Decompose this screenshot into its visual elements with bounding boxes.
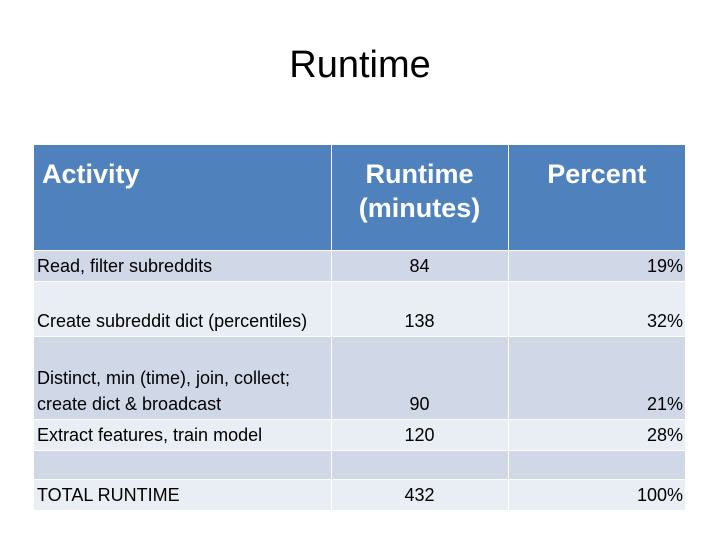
header-percent: Percent bbox=[508, 145, 685, 251]
cell-percent: 19% bbox=[508, 250, 685, 282]
cell-runtime: 120 bbox=[331, 419, 509, 451]
cell-runtime: 84 bbox=[331, 250, 509, 282]
cell-runtime: 138 bbox=[331, 281, 509, 337]
slide-title: Runtime bbox=[289, 44, 431, 86]
cell-percent: 28% bbox=[508, 419, 685, 451]
cell-percent bbox=[508, 450, 685, 480]
cell-runtime: 90 bbox=[331, 336, 509, 420]
table-row: Create subreddit dict (percentiles) 138 … bbox=[34, 281, 685, 337]
table-row-total: TOTAL RUNTIME 432 100% bbox=[34, 479, 685, 510]
cell-runtime: 432 bbox=[331, 479, 509, 510]
table-row bbox=[34, 450, 685, 480]
cell-percent: 100% bbox=[508, 479, 685, 510]
cell-percent: 32% bbox=[508, 281, 685, 337]
table-row: Extract features, train model 120 28% bbox=[34, 419, 685, 451]
cell-activity: TOTAL RUNTIME bbox=[34, 479, 332, 510]
cell-activity: Read, filter subreddits bbox=[34, 250, 332, 282]
header-activity: Activity bbox=[34, 145, 332, 251]
cell-activity: Extract features, train model bbox=[34, 419, 332, 451]
runtime-table: Activity Runtime (minutes) Percent Read,… bbox=[34, 145, 685, 510]
cell-activity: Distinct, min (time), join, collect; cre… bbox=[34, 336, 332, 420]
cell-activity: Create subreddit dict (percentiles) bbox=[34, 281, 332, 337]
table-row: Read, filter subreddits 84 19% bbox=[34, 250, 685, 282]
cell-activity bbox=[34, 450, 332, 480]
header-runtime: Runtime (minutes) bbox=[331, 145, 509, 251]
table-header-row: Activity Runtime (minutes) Percent bbox=[34, 145, 685, 251]
cell-runtime bbox=[331, 450, 509, 480]
cell-percent: 21% bbox=[508, 336, 685, 420]
table-row: Distinct, min (time), join, collect; cre… bbox=[34, 336, 685, 420]
